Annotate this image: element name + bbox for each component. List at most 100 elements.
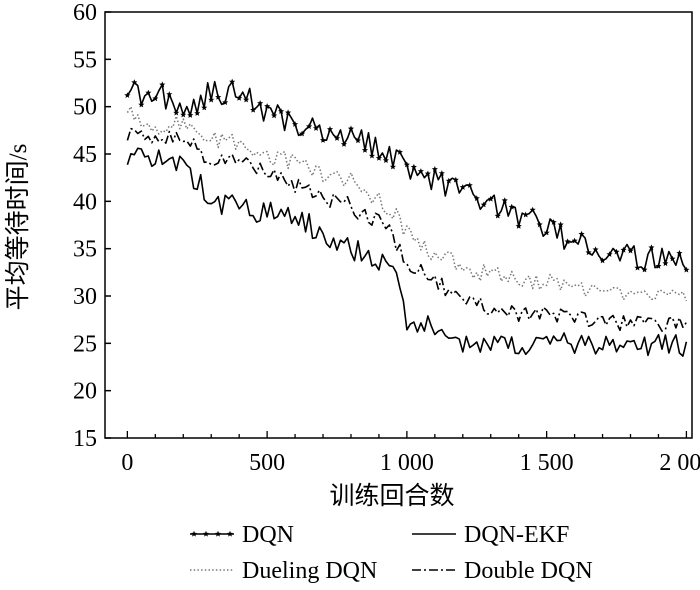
series-marker-dqn [676,249,683,256]
series-marker-dqn [606,251,613,257]
series-marker-dqn [431,166,438,172]
x-tick-label: 0 [121,450,133,476]
series-marker-dqn [669,255,676,262]
legend-marker-dqn [191,530,197,537]
series-marker-dqn [515,222,522,229]
series-marker-dqn [243,96,250,103]
series-marker-dqn [250,106,257,113]
series-marker-dqn [145,89,152,96]
series-marker-dqn [655,263,662,269]
series-marker-dqn [550,219,557,225]
series-marker-dqn [354,137,361,144]
series-marker-dqn [264,103,271,109]
series-marker-dqn [327,126,334,132]
y-axis-label: 平均等待时间/s [4,144,32,311]
y-tick-label: 20 [73,379,97,405]
series-marker-dqn [487,195,494,202]
series-marker-dqn [159,81,166,88]
series-marker-dqn [480,201,487,208]
series-marker-dqn [508,203,515,210]
series-marker-dqn [292,121,299,127]
series-marker-dqn [501,197,508,204]
x-tick-label: 2 000 [659,450,700,476]
series-marker-dqn [494,212,501,219]
series-marker-dqn [396,149,403,155]
series-marker-dqn [166,91,173,97]
series-marker-dqn [138,101,145,108]
series-marker-dqn [187,112,194,118]
y-tick-label: 30 [73,284,97,310]
series-marker-dqn [592,246,599,253]
y-tick-label: 55 [73,47,97,73]
series-marker-dqn [382,157,389,163]
series-marker-dqn [236,95,243,101]
series-marker-dqn [522,211,529,218]
series-marker-dqn [278,108,285,114]
y-tick-label: 35 [73,237,97,263]
x-tick-label: 1 500 [520,450,574,476]
legend-marker-dqn [203,530,209,537]
series-marker-dqn [473,195,480,201]
y-tick-label: 25 [73,331,97,357]
legend-label-dqn-ekf: DQN-EKF [464,522,569,548]
series-marker-dqn [201,104,208,111]
series-line-double-dqn [126,127,688,332]
series-marker-dqn [222,99,229,105]
y-tick-label: 15 [73,426,97,452]
series-marker-dqn [641,266,648,273]
series-marker-dqn [445,177,452,184]
y-tick-label: 50 [73,95,97,121]
legend-label-double-dqn: Double DQN [464,558,593,584]
series-marker-dqn [452,176,459,183]
series-marker-dqn [620,246,627,253]
series-marker-dqn [557,221,564,228]
series-marker-dqn [564,238,571,245]
series-marker-dqn [299,130,306,137]
series-marker-dqn [229,78,236,85]
series-marker-dqn [124,92,131,98]
series-marker-dqn [424,170,431,177]
series-marker-dqn [459,184,466,190]
x-tick-label: 500 [249,450,285,476]
series-marker-dqn [361,147,368,153]
series-marker-dqn [466,182,473,188]
series-marker-dqn [271,112,278,119]
series-marker-dqn [410,163,417,170]
series-marker-dqn [340,141,347,147]
y-tick-label: 40 [73,189,97,215]
series-marker-dqn [334,135,340,141]
legend-label-dueling-dqn: Dueling DQN [242,558,377,584]
series-marker-dqn [368,152,375,159]
series-marker-dqn [536,221,543,228]
series-marker-dqn [257,100,264,106]
series-marker-dqn [599,257,606,264]
series-marker-dqn [306,123,313,130]
legend-label-dqn: DQN [242,522,294,548]
series-marker-dqn [194,110,201,116]
series-marker-dqn [208,96,215,103]
series-line-dueling-dqn [126,105,688,302]
series-line-dqn-ekf [126,147,688,357]
series-marker-dqn [320,137,327,143]
series-marker-dqn [438,170,445,176]
series-marker-dqn [215,94,222,100]
series-marker-dqn [543,229,550,236]
y-tick-label: 45 [73,142,97,168]
series-marker-dqn [375,155,382,161]
series-marker-dqn [683,266,690,273]
series-marker-dqn [648,244,655,251]
series-marker-dqn [662,260,669,267]
series-marker-dqn [585,249,592,256]
series-marker-dqn [417,168,424,174]
series-marker-dqn [131,79,138,86]
plot-frame [104,11,693,439]
x-axis-label: 训练回合数 [329,482,454,510]
series-marker-dqn [173,109,180,116]
series-marker-dqn [285,109,292,116]
y-tick-label: 60 [73,0,97,26]
series-marker-dqn [634,264,641,271]
x-tick-label: 1 000 [380,450,434,476]
series-marker-dqn [313,125,320,131]
series-marker-dqn [571,237,578,244]
series-marker-dqn [180,111,187,118]
